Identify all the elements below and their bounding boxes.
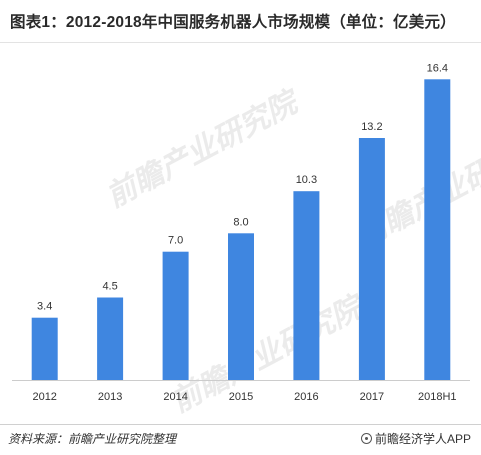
footer-divider — [0, 424, 481, 425]
x-tick-labels-layer: 2012 2013 2014 2015 2016 2017 2018H1 — [32, 391, 456, 403]
value-label-2014: 7.0 — [168, 235, 183, 247]
bar-2014 — [162, 251, 189, 380]
bar-2012 — [31, 317, 58, 380]
value-label-2015: 8.0 — [233, 216, 248, 228]
bars-layer — [31, 79, 451, 381]
brand-mark: 前瞻经济学人APP — [360, 430, 471, 447]
bar-2018H1 — [424, 79, 451, 381]
value-label-2012: 3.4 — [37, 301, 52, 313]
x-tick-label-2015: 2015 — [229, 391, 253, 403]
bar-2017 — [358, 138, 385, 380]
x-tick-label-2018H1: 2018H1 — [418, 391, 457, 403]
bar-2016 — [293, 191, 320, 380]
value-label-2017: 13.2 — [361, 121, 382, 133]
value-labels-layer: 3.4 4.5 7.0 8.0 10.3 13.2 16.4 — [37, 62, 448, 312]
chart-title: 图表1：2012-2018年中国服务机器人市场规模（单位：亿美元） — [10, 14, 456, 31]
title-divider — [0, 42, 481, 43]
x-tick-label-2012: 2012 — [32, 391, 56, 403]
x-tick-label-2013: 2013 — [98, 391, 122, 403]
x-tick-label-2017: 2017 — [360, 391, 384, 403]
brand-label: 前瞻经济学人APP — [374, 432, 471, 446]
value-label-2016: 10.3 — [296, 174, 317, 186]
value-label-2018H1: 16.4 — [427, 62, 448, 74]
bar-2013 — [97, 297, 124, 380]
bar-chart: 3.44.57.08.010.313.216.4 2012 2013 2014 201… — [12, 62, 470, 403]
source-note: 资料来源：前瞻产业研究院整理 — [8, 432, 177, 446]
brand-logo-icon — [360, 433, 372, 444]
x-tick-label-2016: 2016 — [294, 391, 318, 403]
x-tick-label-2014: 2014 — [163, 391, 187, 403]
bar-2015 — [228, 233, 254, 380]
value-label-2013: 4.5 — [102, 281, 117, 293]
